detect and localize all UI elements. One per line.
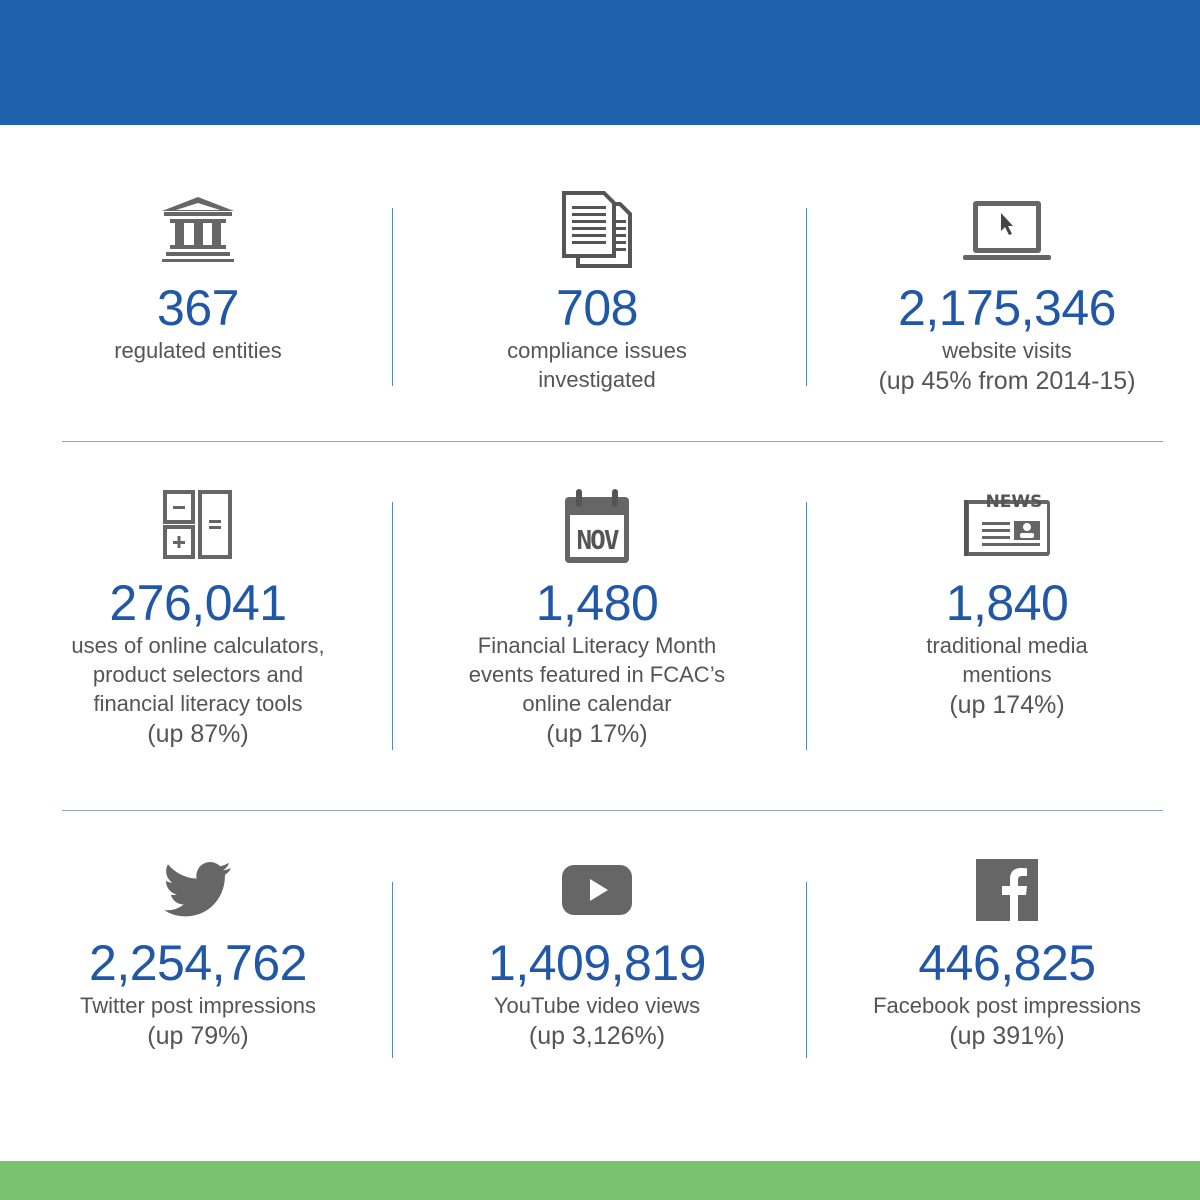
column-divider [806,208,807,386]
stat-online-tools: 276,041 uses of online calculators, prod… [0,480,408,750]
stat-regulated-entities: 367 regulated entities [0,185,408,365]
stat-label: Financial Literacy Month [477,633,717,658]
stat-change: (up 391%) [949,1022,1065,1050]
stat-website-visits: 2,175,346 website visits (up 45% from 20… [797,185,1200,397]
stat-change: (up 3,126%) [528,1022,666,1050]
laptop-cursor-icon [797,185,1200,275]
column-divider [392,502,393,750]
stat-change: (up 45% from 2014-15) [878,367,1136,395]
stat-number: 1,840 [945,575,1069,631]
stat-change: (up 17%) [546,720,648,748]
stat-number: 708 [556,280,638,336]
stat-label: investigated [538,367,656,392]
stat-label: financial literacy tools [93,691,303,716]
stat-label: Twitter post impressions [80,993,316,1018]
stat-number: 1,480 [535,575,659,631]
youtube-icon [387,850,807,930]
stat-literacy-month-events: NOV 1,480 Financial Literacy Month event… [387,480,807,750]
calendar-icon: NOV [387,480,807,570]
stat-number: 446,825 [918,935,1096,991]
stat-label: YouTube video views [493,993,701,1018]
stat-media-mentions: NEWS 1,840 traditional media mentions (u… [797,480,1200,721]
stat-number: 276,041 [109,575,287,631]
stat-number: 1,409,819 [488,935,706,991]
row-divider [62,810,1163,811]
stat-label: product selectors and [92,662,304,687]
calendar-month-text: NOV [576,526,620,556]
column-divider [806,502,807,750]
bank-icon [0,185,408,275]
row-divider [62,441,1163,442]
stat-label: compliance issues [507,338,687,363]
stat-label: Facebook post impressions [873,993,1141,1018]
stat-label: online calendar [522,691,672,716]
newspaper-text: NEWS [985,492,1043,512]
stat-label: regulated entities [114,338,282,363]
stat-label: events featured in FCAC’s [468,662,726,687]
column-divider [392,208,393,386]
stat-label: website visits [942,338,1072,363]
stat-facebook: 446,825 Facebook post impressions (up 39… [797,850,1200,1052]
calculator-icon [0,480,408,570]
twitter-icon [0,850,408,930]
stat-youtube: 1,409,819 YouTube video views (up 3,126%… [387,850,807,1052]
stat-number: 2,175,346 [898,280,1116,336]
stat-number: 367 [157,280,239,336]
stat-label: traditional media [926,633,1088,658]
column-divider [806,882,807,1058]
stat-twitter: 2,254,762 Twitter post impressions (up 7… [0,850,408,1052]
stat-change: (up 79%) [147,1022,249,1050]
stat-change: (up 87%) [147,720,249,748]
stat-label: mentions [962,662,1052,687]
stat-compliance-issues: 708 compliance issues investigated [387,185,807,394]
header-bar [0,0,1200,125]
newspaper-icon: NEWS [797,480,1200,570]
column-divider [392,882,393,1058]
stat-label: uses of online calculators, [71,633,325,658]
stat-number: 2,254,762 [89,935,307,991]
facebook-icon [797,850,1200,930]
documents-icon [387,185,807,275]
stat-change: (up 174%) [949,691,1065,719]
footer-bar [0,1161,1200,1200]
